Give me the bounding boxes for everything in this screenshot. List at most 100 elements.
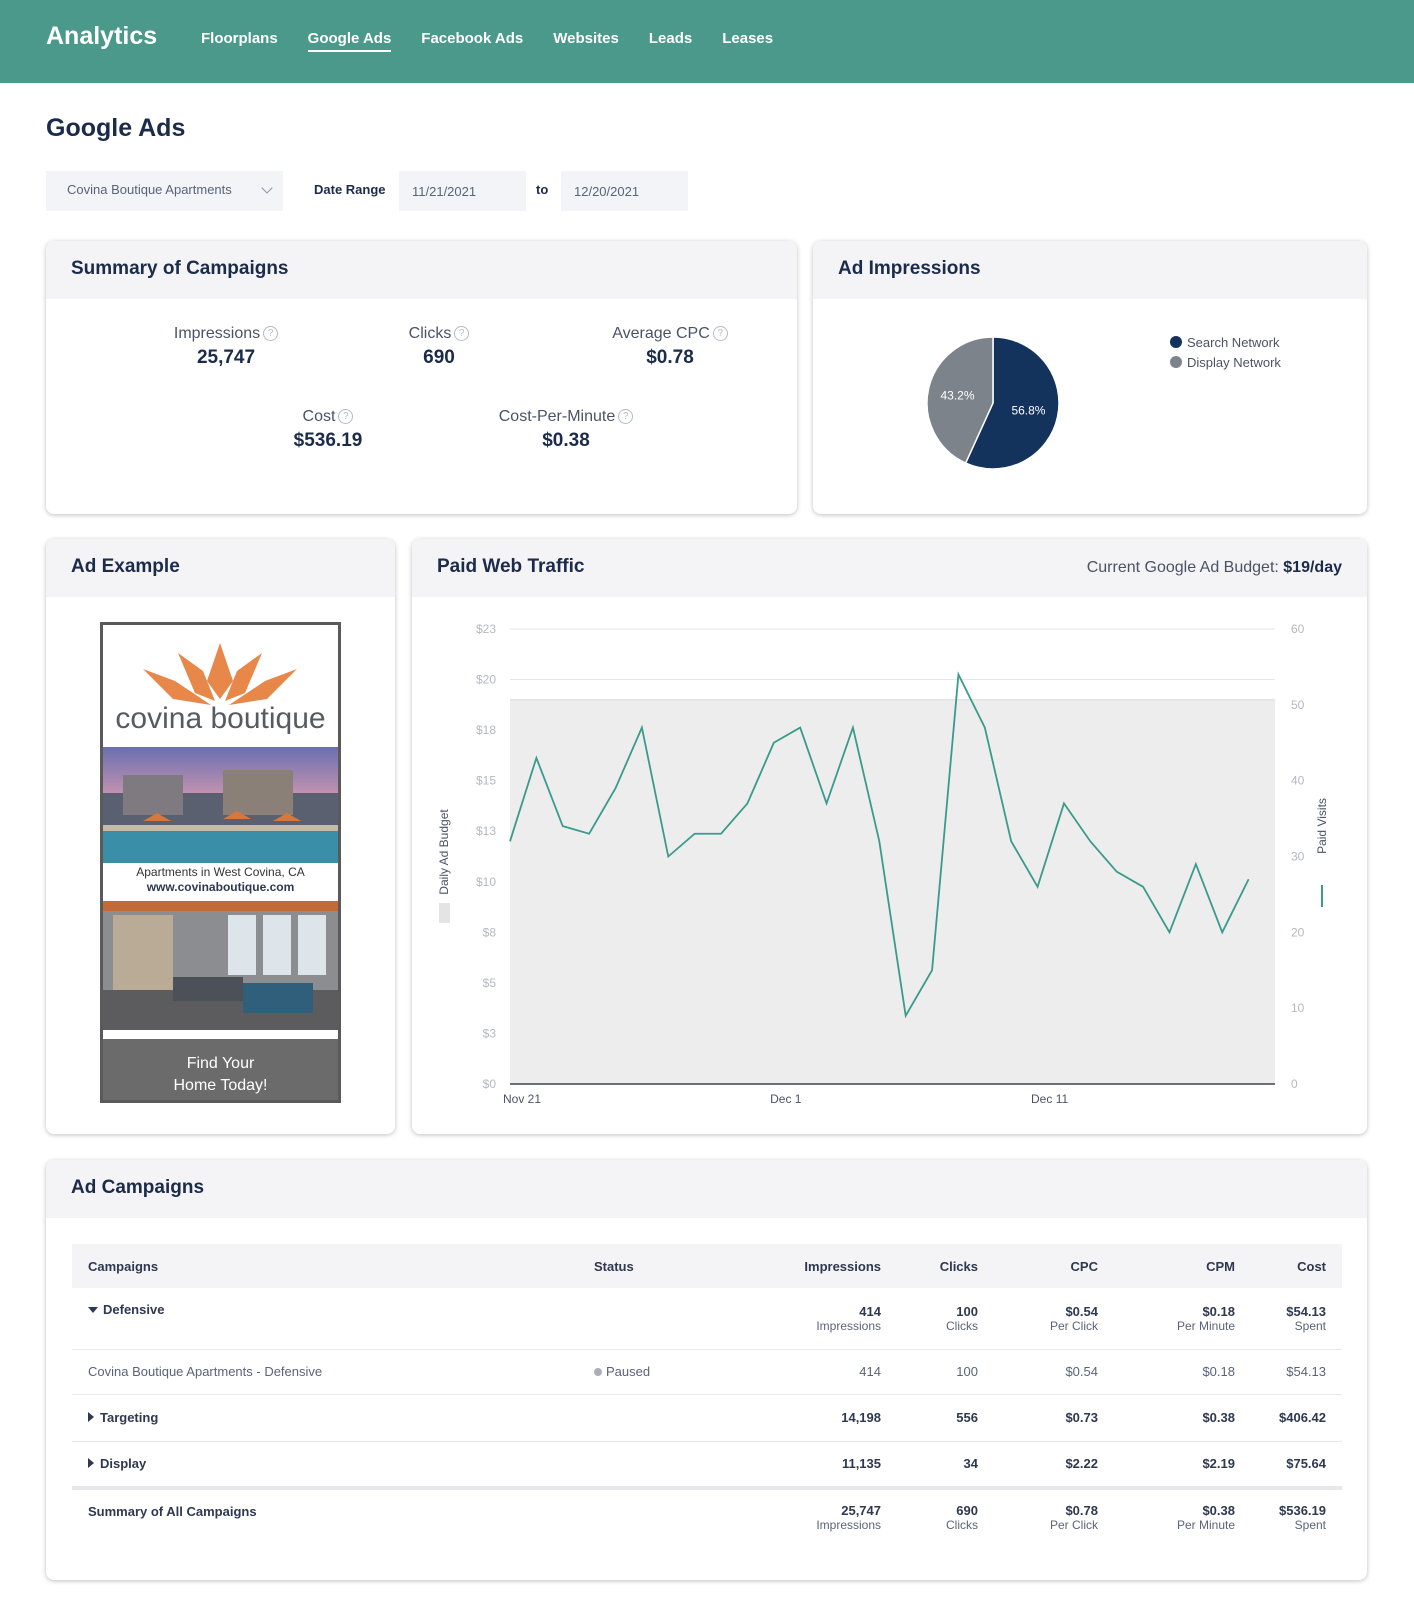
end-date-input[interactable] [561,171,688,211]
expand-icon[interactable] [88,1412,94,1422]
ad-impressions-card: Ad Impressions 56.8% 43.2% Search Network… [813,241,1367,514]
y2-tick-label: 40 [1291,774,1305,788]
y2-tick-label: 10 [1291,1001,1305,1015]
brand-logo-icon [143,643,297,705]
nav-google-ads[interactable]: Google Ads [307,30,392,52]
ad-budget-label: Current Google Ad Budget: [1086,559,1279,576]
y-tick-label: $18 [476,723,496,737]
help-icon[interactable]: ? [338,409,354,424]
cell-sub: Per Click [1049,1318,1098,1333]
cell-value: $0.18 [1114,1349,1251,1395]
x-tick-label: Nov 21 [503,1092,541,1106]
status-badge: Paused [606,1364,651,1379]
cell-value: $0.54 [994,1349,1114,1395]
help-icon[interactable]: ? [263,326,279,341]
col-cpc[interactable]: CPC [1070,1258,1098,1274]
col-status[interactable]: Status [594,1258,634,1274]
nav-floorplans[interactable]: Floorplans [201,30,278,47]
y-tick-label: $8 [483,925,497,939]
paid-visits-line[interactable] [509,671,1250,1019]
cell-value: $54.13 [1286,1303,1326,1319]
stat-impressions-label: Impressions [173,325,261,342]
ad-campaigns-card: Ad Campaigns Campaigns Status Impression… [46,1160,1367,1580]
nav-websites[interactable]: Websites [553,30,619,47]
stat-impressions-value: 25,747 [196,347,256,368]
budget-area [510,699,1275,1084]
y2-tick-label: 0 [1291,1077,1298,1091]
col-clicks[interactable]: Clicks [939,1258,978,1274]
ad-impressions-card-title: Ad Impressions [813,241,1367,299]
cell-value: $536.19 [1279,1503,1326,1518]
stat-average-cpc-value: $0.78 [646,347,694,368]
cell-value: $75.64 [1286,1456,1326,1472]
cell-value: $0.38 [1202,1503,1235,1518]
col-cost[interactable]: Cost [1297,1258,1326,1274]
campaign-name: Summary of All Campaigns [88,1504,257,1519]
stat-clicks-value: 690 [423,347,455,368]
stat-impressions: Impressions? 25,747 [126,325,326,369]
ad-cta: Find Your Home Today! [103,1039,338,1100]
campaign-name: Defensive [103,1302,165,1317]
y-tick-label: $3 [483,1026,497,1040]
ad-cta-line2: Home Today! [173,1077,268,1094]
ad-brand-name: covina boutique [115,702,326,735]
y-tick-label: $5 [483,976,497,990]
legend-dot-icon [1170,356,1182,368]
main-nav: Floorplans Google Ads Facebook Ads Websi… [201,30,803,52]
nav-leases[interactable]: Leases [722,30,774,47]
cell-sub: Per Minute [1176,1318,1235,1333]
status-dot-icon [594,1368,602,1376]
y-tick-label: $13 [476,824,496,838]
property-select[interactable]: Covina Boutique Apartments [46,171,283,211]
stat-clicks: Clicks? 690 [359,325,519,369]
ad-tagline: Apartments in West Covina, CA www.covina… [103,865,338,895]
help-icon[interactable]: ? [454,326,470,341]
stat-cost: Cost? $536.19 [238,408,418,452]
start-date-input[interactable] [399,171,526,211]
x-tick-label: Dec 11 [1031,1092,1068,1106]
cell-value: 100 [956,1303,978,1319]
cell-value: 25,747 [841,1503,881,1518]
collapse-icon[interactable] [88,1307,98,1313]
cell-sub: Impressions [816,1518,881,1532]
y-tick-label: $0 [483,1077,497,1091]
legend-search-network-label: Search Network [1187,335,1280,350]
legend-search-network[interactable]: Search Network [1170,335,1279,350]
table-row-display[interactable]: Display 11,135 34 $2.22 $2.19 $75.64 [72,1441,1342,1488]
nav-facebook-ads[interactable]: Facebook Ads [421,30,524,47]
cell-value: $0.18 [1202,1303,1235,1319]
ad-artwork [103,643,338,1030]
col-campaigns[interactable]: Campaigns [88,1258,159,1274]
y-tick-label: $10 [476,875,496,889]
nav-leads[interactable]: Leads [648,30,693,47]
budget-swatch [439,903,450,923]
pie-slice-0[interactable] [964,336,1060,470]
cell-value: 414 [859,1303,881,1319]
help-icon[interactable]: ? [712,326,728,341]
cell-sub: Clicks [946,1518,978,1532]
help-icon[interactable]: ? [618,409,634,424]
campaign-name: Display [100,1456,147,1472]
expand-icon[interactable] [88,1458,94,1469]
pie-slice-1[interactable] [926,336,994,465]
campaign-name: Covina Boutique Apartments - Defensive [72,1349,578,1395]
y2-tick-label: 30 [1291,850,1305,864]
table-row-defensive-child[interactable]: Covina Boutique Apartments - Defensive P… [72,1349,1342,1395]
cell-sub: Clicks [946,1318,978,1333]
cell-value: 14,198 [730,1394,897,1442]
stat-average-cpc-label: Average CPC [612,325,710,342]
app-title[interactable]: Analytics [46,22,158,50]
cell-sub: Per Click [1049,1518,1098,1532]
summary-card-title: Summary of Campaigns [46,241,797,299]
table-row-targeting[interactable]: Targeting 14,198 556 $0.73 $0.38 $406.42 [72,1394,1342,1442]
y2-tick-label: 60 [1291,622,1305,636]
top-navbar: Analytics Floorplans Google Ads Facebook… [0,0,1414,83]
y-tick-label: $23 [476,622,496,636]
legend-dot-icon [1170,336,1182,348]
legend-display-network[interactable]: Display Network [1170,355,1281,370]
table-row-defensive[interactable]: Defensive 414 Impressions 100 Clicks $0.54… [72,1288,1342,1350]
date-range-label: Date Range [314,182,386,197]
col-cpm[interactable]: CPM [1206,1258,1235,1274]
stat-cost-value: $536.19 [293,430,363,451]
col-impressions[interactable]: Impressions [804,1258,881,1274]
